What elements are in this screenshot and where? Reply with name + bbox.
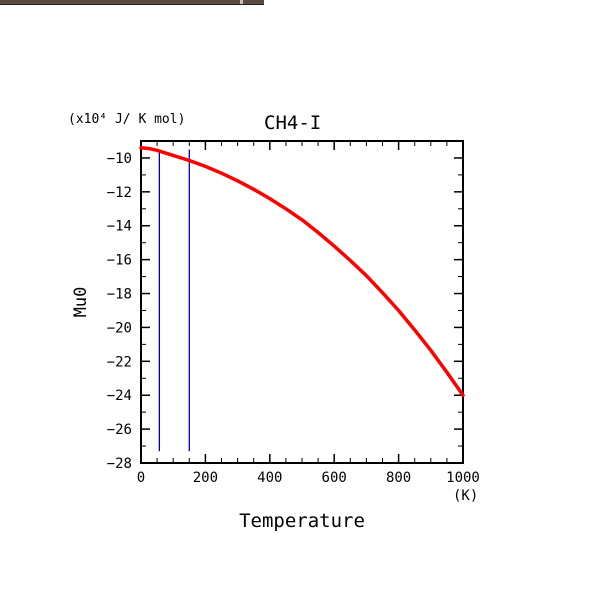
y-tick-label: −24: [107, 388, 132, 404]
y-tick-label: −26: [107, 422, 132, 438]
y-tick-label: −22: [107, 354, 132, 370]
chart-title: CH4-I: [264, 112, 321, 134]
marker-lines: [158, 149, 190, 452]
x-unit-label: (K): [453, 488, 478, 504]
title-bar-notch: [240, 0, 243, 4]
y-tick-label: −18: [107, 287, 132, 303]
series-line: [139, 146, 465, 397]
y-tick-label: −14: [107, 219, 132, 235]
x-tick-label: 600: [322, 470, 347, 486]
y-tick-label: −10: [107, 151, 132, 167]
y-axis-label: Mu0: [71, 287, 91, 318]
y-tick-label: −12: [107, 185, 132, 201]
data-series: [139, 146, 465, 397]
x-tick-label: 800: [386, 470, 411, 486]
window-title-bar: [0, 0, 264, 5]
y-tick-label: −28: [107, 456, 132, 472]
x-tick-labels: 0 200 400 600 800 1000: [137, 470, 480, 486]
y-tick-label: −20: [107, 320, 132, 336]
unit-label: (x10⁴ J/ K mol): [68, 112, 185, 127]
x-axis-label: Temperature: [239, 510, 365, 532]
x-tick-label: 400: [257, 470, 282, 486]
y-tick-label: −16: [107, 253, 132, 269]
x-tick-label: 0: [137, 470, 145, 486]
y-tick-labels: −10 −12 −14 −16 −18 −20 −22 −24 −26 −28: [107, 151, 132, 472]
axis-ticks: [140, 141, 464, 464]
x-tick-label: 200: [193, 470, 218, 486]
x-tick-label: 1000: [446, 470, 480, 486]
